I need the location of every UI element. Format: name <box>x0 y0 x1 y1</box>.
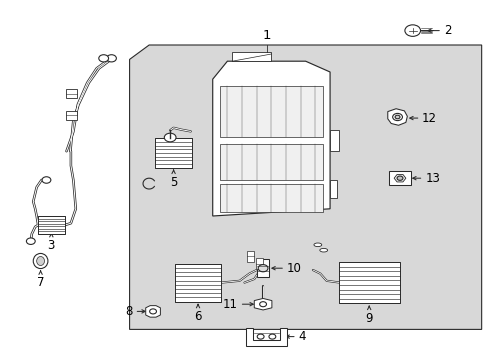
Text: 13: 13 <box>425 172 439 185</box>
Text: 6: 6 <box>194 310 202 323</box>
Bar <box>66 89 77 98</box>
Circle shape <box>394 115 399 119</box>
Text: 8: 8 <box>125 305 132 318</box>
Bar <box>247 251 254 262</box>
Bar <box>175 264 221 302</box>
Polygon shape <box>387 109 407 125</box>
Circle shape <box>106 55 116 62</box>
Bar <box>220 184 322 212</box>
Ellipse shape <box>37 256 44 266</box>
Text: 2: 2 <box>443 24 450 37</box>
Ellipse shape <box>33 253 48 269</box>
Circle shape <box>396 176 402 180</box>
Bar <box>232 52 271 61</box>
Circle shape <box>149 309 156 314</box>
Circle shape <box>164 133 176 142</box>
Bar <box>38 216 64 234</box>
Bar <box>255 258 262 269</box>
Circle shape <box>257 334 264 339</box>
Bar <box>388 171 410 185</box>
Circle shape <box>392 113 402 121</box>
Bar <box>329 180 337 198</box>
Polygon shape <box>212 61 329 216</box>
Polygon shape <box>245 328 286 346</box>
Polygon shape <box>254 298 271 310</box>
Text: 11: 11 <box>222 298 237 311</box>
Text: 10: 10 <box>286 262 301 275</box>
Text: 7: 7 <box>37 276 44 289</box>
Circle shape <box>42 177 51 183</box>
Bar <box>220 86 322 137</box>
Circle shape <box>259 302 266 307</box>
Circle shape <box>268 334 275 339</box>
Polygon shape <box>129 45 481 329</box>
Text: 9: 9 <box>365 312 372 325</box>
Bar <box>220 144 322 180</box>
Text: 4: 4 <box>298 330 305 343</box>
Bar <box>66 111 77 120</box>
Circle shape <box>404 25 420 36</box>
Text: 12: 12 <box>421 112 436 125</box>
Bar <box>155 138 192 168</box>
Circle shape <box>258 265 267 272</box>
Text: 5: 5 <box>169 176 177 189</box>
Text: 1: 1 <box>262 30 270 42</box>
Bar <box>338 262 399 303</box>
Text: 3: 3 <box>47 239 55 252</box>
Circle shape <box>26 238 35 244</box>
Circle shape <box>99 55 108 62</box>
Polygon shape <box>393 175 405 182</box>
Bar <box>329 130 338 151</box>
Ellipse shape <box>313 243 321 247</box>
Ellipse shape <box>319 248 327 252</box>
Bar <box>256 259 269 277</box>
Polygon shape <box>145 306 160 317</box>
